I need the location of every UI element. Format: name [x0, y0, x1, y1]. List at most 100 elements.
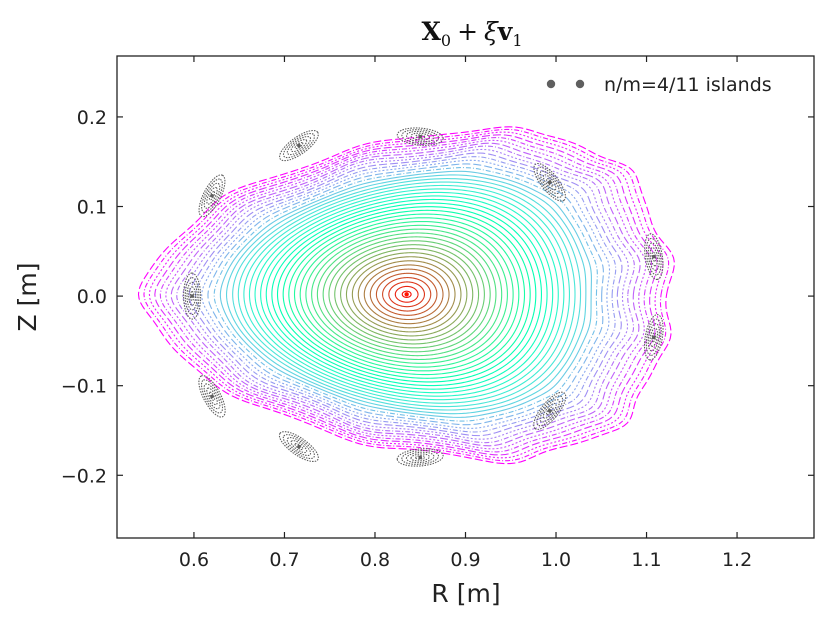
flux-surface	[322, 236, 491, 353]
flux-surface	[334, 244, 480, 345]
flux-surface	[137, 126, 675, 465]
x-tick-label: 1.1	[631, 549, 661, 571]
flux-surface	[237, 181, 576, 408]
legend-marker	[575, 79, 585, 89]
island-contour	[290, 138, 308, 153]
flux-surface	[254, 191, 559, 397]
island-contour	[203, 383, 221, 410]
island-contour	[206, 387, 218, 406]
island-contour	[186, 281, 198, 311]
island-contour	[410, 453, 430, 462]
flux-surface	[394, 285, 419, 303]
x-tick-label: 0.9	[450, 549, 480, 571]
island-contour	[533, 162, 566, 202]
y-tick-label: −0.2	[61, 465, 107, 487]
island-contour	[206, 186, 218, 205]
flux-surface	[299, 220, 514, 368]
island-contour	[649, 247, 659, 267]
y-tick-label: 0.2	[77, 107, 107, 129]
island-contour	[282, 434, 315, 460]
flux-surface	[143, 128, 670, 462]
plot-area	[137, 126, 675, 467]
island	[198, 375, 226, 418]
island-contour	[200, 379, 224, 414]
legend-marker	[546, 79, 556, 89]
island-contour	[643, 314, 664, 361]
island-contour	[189, 290, 195, 302]
island-contour	[545, 177, 554, 187]
x-tick-label: 0.8	[360, 549, 390, 571]
flux-surface	[316, 232, 497, 357]
island-o-point	[547, 408, 552, 413]
flux-surface	[260, 195, 554, 394]
flux-surface	[328, 240, 485, 349]
flux-surface	[382, 277, 432, 312]
island-contour	[208, 191, 216, 201]
island	[644, 233, 664, 281]
island-contour	[294, 142, 304, 150]
island-contour	[536, 395, 564, 427]
island-o-point	[297, 444, 301, 449]
island-contour	[539, 399, 560, 423]
flux-surface	[176, 145, 635, 444]
x-tick-label: 1.0	[541, 549, 571, 571]
flux-surface	[369, 268, 444, 321]
axes-frame	[116, 55, 815, 539]
island-contour	[279, 129, 319, 162]
island-contour	[649, 327, 659, 347]
x-tick-label: 1.2	[722, 549, 752, 571]
flux-surface	[159, 136, 653, 453]
island-contour	[208, 391, 216, 402]
island-contour	[203, 182, 221, 209]
flux-surface	[288, 213, 526, 376]
island-contour	[415, 455, 426, 460]
island-contour	[410, 132, 430, 141]
legend-label: n/m=4/11 islands	[604, 74, 772, 96]
flux-surface	[154, 134, 658, 456]
island-o-point	[651, 335, 656, 340]
flux-surface	[401, 290, 412, 298]
island-o-point	[210, 193, 214, 198]
flux-surface	[345, 252, 468, 337]
island-contour	[545, 406, 554, 416]
island	[396, 127, 444, 146]
island-contour	[278, 431, 319, 463]
island-contour	[645, 318, 662, 356]
island-contour	[198, 375, 226, 418]
y-tick-label: 0.0	[77, 286, 107, 308]
island-o-point	[651, 254, 656, 259]
island-o-point	[547, 180, 552, 185]
flux-surface	[170, 142, 641, 447]
flux-surface	[243, 184, 570, 404]
island-contour	[188, 286, 197, 306]
flux-surface	[351, 256, 462, 333]
island-contour	[286, 437, 312, 457]
island	[183, 272, 202, 320]
island-contour	[542, 402, 557, 419]
flux-surface	[340, 248, 474, 341]
island-contour	[198, 174, 226, 218]
y-tick-label: −0.1	[61, 376, 107, 398]
island-contour	[533, 391, 567, 430]
flux-surface	[232, 178, 582, 411]
island-contour	[396, 448, 444, 467]
island-contour	[401, 449, 440, 465]
island-contour	[536, 166, 563, 198]
island-o-point	[297, 143, 301, 148]
flux-surface	[357, 260, 456, 329]
island-contour	[396, 127, 444, 146]
island-contour	[405, 451, 435, 464]
island-contour	[183, 272, 202, 320]
island-contour	[401, 129, 440, 145]
island-contour	[290, 440, 308, 454]
island	[533, 391, 567, 430]
island-o-point	[418, 134, 423, 139]
flux-surface	[182, 148, 629, 440]
island-contour	[542, 174, 557, 191]
island	[278, 431, 319, 463]
flux-surface	[265, 198, 548, 390]
flux-surface	[311, 228, 503, 361]
flux-surface	[293, 217, 520, 372]
flux-surface	[276, 206, 537, 383]
